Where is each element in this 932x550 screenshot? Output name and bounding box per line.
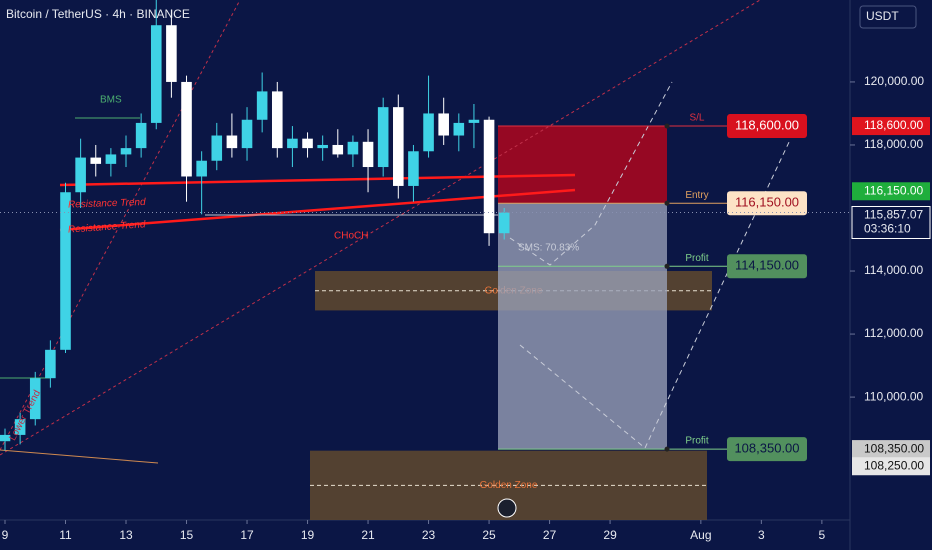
axis-price-box bbox=[852, 457, 930, 476]
candle-body bbox=[90, 157, 102, 164]
candle-body bbox=[226, 135, 238, 149]
reward-zone bbox=[498, 203, 667, 450]
x-tick-label: Aug bbox=[690, 528, 711, 542]
y-tick-label: 110,000.00 bbox=[864, 389, 923, 403]
candle-body bbox=[423, 113, 434, 152]
golden-zone-label: Golden Zone bbox=[480, 480, 538, 491]
currency-label: USDT bbox=[866, 9, 899, 23]
candle-body bbox=[332, 144, 344, 155]
candle-body bbox=[75, 157, 86, 193]
level-dot bbox=[664, 123, 670, 129]
candle-body bbox=[196, 160, 207, 177]
currency-button[interactable] bbox=[859, 5, 917, 29]
axis-price-box bbox=[852, 440, 930, 459]
candle-body bbox=[166, 25, 177, 82]
risk-zone bbox=[498, 126, 667, 204]
x-tick-label: 11 bbox=[59, 528, 72, 542]
last-price-box bbox=[851, 206, 931, 240]
candle-body bbox=[317, 144, 328, 149]
level-name: Entry bbox=[685, 190, 708, 201]
candle-body bbox=[211, 135, 223, 161]
axis-price-label: 108,350.00 bbox=[864, 441, 924, 455]
level-name: Profit bbox=[685, 253, 709, 264]
candle-body bbox=[468, 119, 480, 123]
candle-body bbox=[483, 119, 495, 234]
level-name: S/L bbox=[689, 113, 704, 124]
x-tick-label: 29 bbox=[603, 528, 617, 542]
choch-label: CHoCH bbox=[334, 231, 368, 242]
candle-body bbox=[14, 419, 26, 435]
axis-price-label: 118,600.00 bbox=[864, 118, 923, 132]
level-dot bbox=[664, 200, 670, 206]
channel-line bbox=[0, 0, 761, 456]
candle-body bbox=[150, 25, 162, 123]
axis-price-label: 108,250.00 bbox=[864, 458, 924, 472]
support-line bbox=[0, 449, 159, 464]
sms-label: SMS: 70.83% bbox=[518, 243, 579, 254]
projection-path bbox=[519, 139, 791, 449]
x-tick-label: 9 bbox=[2, 528, 9, 542]
x-tick-label: 19 bbox=[301, 528, 315, 542]
x-tick-label: 3 bbox=[758, 528, 765, 542]
level-price: 118,600.00 bbox=[735, 117, 799, 132]
axis-price-box bbox=[852, 117, 930, 136]
resistance-label: Resistance Trend bbox=[68, 197, 146, 211]
x-tick-label: 15 bbox=[180, 528, 194, 542]
candle-body bbox=[453, 122, 465, 136]
projection-path bbox=[509, 81, 673, 266]
level-price: 114,150.00 bbox=[735, 258, 799, 273]
y-tick-label: 114,000.00 bbox=[864, 263, 923, 277]
candle-body bbox=[408, 151, 419, 186]
y-tick-label: 120,000.00 bbox=[864, 74, 924, 88]
countdown-label: 03:36:10 bbox=[864, 222, 911, 236]
level-dot bbox=[664, 263, 670, 269]
x-tick-label: 21 bbox=[361, 528, 375, 542]
y-tick-label: 118,000.00 bbox=[864, 137, 923, 151]
candle-body bbox=[45, 349, 56, 379]
candle-body bbox=[135, 122, 147, 149]
candle-body bbox=[256, 91, 268, 120]
candle-body bbox=[105, 154, 117, 164]
level-price: 116,150.00 bbox=[735, 195, 799, 210]
candle-body bbox=[498, 212, 510, 234]
level-box bbox=[727, 437, 807, 462]
x-tick-label: 17 bbox=[240, 528, 254, 542]
candle-body bbox=[438, 113, 449, 136]
x-tick-label: 27 bbox=[543, 528, 557, 542]
candle-body bbox=[0, 434, 11, 442]
axis-price-box bbox=[852, 182, 930, 201]
level-box bbox=[727, 114, 807, 139]
axis-price-label: 116,150.00 bbox=[864, 183, 923, 197]
candles-layer bbox=[0, 0, 510, 451]
candle-body bbox=[120, 148, 132, 155]
candle-body bbox=[271, 91, 283, 149]
candle-body bbox=[362, 141, 374, 168]
level-price: 108,350.00 bbox=[734, 441, 799, 456]
candle-body bbox=[241, 119, 253, 149]
candle-body bbox=[347, 141, 359, 155]
candle-body bbox=[29, 378, 41, 420]
level-box bbox=[727, 191, 807, 216]
x-tick-label: 5 bbox=[819, 528, 826, 542]
chart-title: Bitcoin / TetherUS · 4h · BINANCE bbox=[6, 7, 190, 21]
candle-body bbox=[302, 138, 313, 149]
candle-body bbox=[287, 138, 298, 149]
x-tick-label: 13 bbox=[119, 528, 133, 542]
level-name: Profit bbox=[685, 436, 709, 447]
bms-label: BMS bbox=[100, 95, 122, 106]
x-tick-label: 25 bbox=[482, 528, 496, 542]
level-dot bbox=[664, 446, 670, 452]
replay-icon[interactable] bbox=[497, 498, 517, 518]
candle-body bbox=[377, 107, 389, 168]
y-tick-label: 112,000.00 bbox=[864, 326, 923, 340]
candle-body bbox=[60, 192, 71, 350]
level-box bbox=[727, 254, 807, 279]
resistance-label: Resistance Trend bbox=[68, 219, 147, 235]
last-price-label: 115,857.07 bbox=[864, 208, 923, 222]
x-tick-label: 23 bbox=[422, 528, 436, 542]
candle-body bbox=[181, 81, 192, 177]
candle-body bbox=[393, 107, 404, 186]
